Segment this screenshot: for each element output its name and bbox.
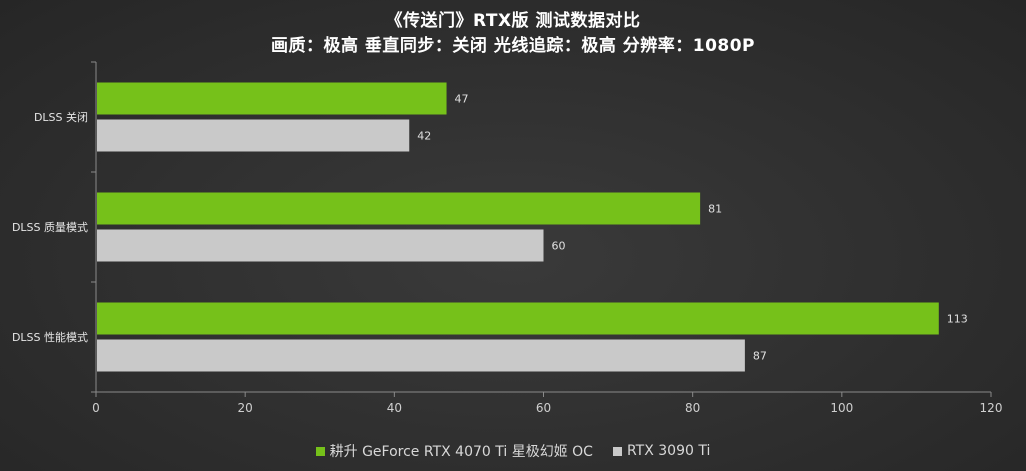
bar-series-1 — [97, 302, 939, 335]
category-label: DLSS 性能模式 — [12, 330, 88, 344]
bar-series-2 — [97, 339, 745, 372]
bar-value-label: 42 — [417, 130, 431, 143]
bar-value-label: 47 — [455, 93, 469, 106]
bar-series-1 — [97, 82, 447, 115]
x-tick-label: 120 — [980, 401, 1003, 415]
bar-value-label: 60 — [552, 240, 566, 253]
bar-value-label: 87 — [753, 350, 767, 363]
bar-series-2 — [97, 119, 410, 152]
x-tick-label: 40 — [387, 401, 402, 415]
x-tick-label: 0 — [92, 401, 100, 415]
bar-series-1 — [97, 192, 701, 225]
x-tick-label: 20 — [238, 401, 253, 415]
legend-swatch-series-2 — [612, 446, 622, 456]
legend-swatch-series-1 — [315, 446, 325, 456]
legend-label-series-1: 耕升 GeForce RTX 4070 Ti 星极幻姬 OC — [329, 444, 593, 460]
legend: 耕升 GeForce RTX 4070 Ti 星极幻姬 OC RTX 3090 … — [0, 441, 1026, 461]
labels: 0 20 40 60 80 100 120 DLSS 关闭 47 42 DLSS 质量模式 81 60 D… — [12, 93, 1003, 416]
x-tick-label: 80 — [685, 401, 700, 415]
legend-item-series-2[interactable]: RTX 3090 Ti — [612, 443, 711, 459]
bars — [97, 82, 939, 372]
axes — [91, 61, 992, 397]
legend-item-series-1[interactable]: 耕升 GeForce RTX 4070 Ti 星极幻姬 OC — [315, 441, 593, 461]
x-tick-label: 60 — [536, 401, 551, 415]
category-label: DLSS 关闭 — [34, 110, 88, 124]
bar-value-label: 113 — [947, 313, 968, 326]
bar-series-2 — [97, 229, 544, 262]
legend-label-series-2: RTX 3090 Ti — [626, 443, 711, 459]
bar-value-label: 81 — [708, 203, 722, 216]
category-label: DLSS 质量模式 — [12, 221, 88, 234]
chart-title: 《传送门》RTX版 测试数据对比 — [385, 11, 641, 31]
chart-subtitle: 画质：极高 垂直同步：关闭 光线追踪：极高 分辨率：1080P — [270, 36, 756, 56]
x-tick-label: 100 — [830, 401, 853, 415]
